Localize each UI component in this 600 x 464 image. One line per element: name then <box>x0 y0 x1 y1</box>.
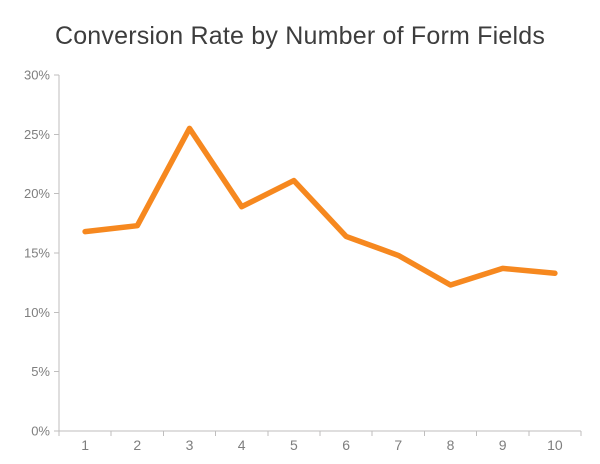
chart-title: Conversion Rate by Number of Form Fields <box>54 22 546 50</box>
x-tick-label: 7 <box>394 437 402 453</box>
y-tick-label: 0% <box>31 424 50 439</box>
y-tick-label: 20% <box>24 186 50 201</box>
x-tick-label: 5 <box>290 437 298 453</box>
x-tick-label: 4 <box>238 437 246 453</box>
y-tick-label: 5% <box>31 364 50 379</box>
x-tick-label: 6 <box>342 437 350 453</box>
y-tick-label: 15% <box>24 246 50 261</box>
x-tick-label: 2 <box>133 437 141 453</box>
conversion-rate-line <box>82 125 558 288</box>
x-tick-label: 9 <box>499 437 507 453</box>
x-tick-label: 3 <box>186 437 194 453</box>
x-tick-label: 1 <box>81 437 89 453</box>
y-tick-label: 30% <box>24 68 50 83</box>
x-tick-label: 10 <box>547 437 563 453</box>
y-tick-label: 10% <box>24 305 50 320</box>
y-tick-label: 25% <box>24 127 50 142</box>
x-tick-label: 8 <box>447 437 455 453</box>
